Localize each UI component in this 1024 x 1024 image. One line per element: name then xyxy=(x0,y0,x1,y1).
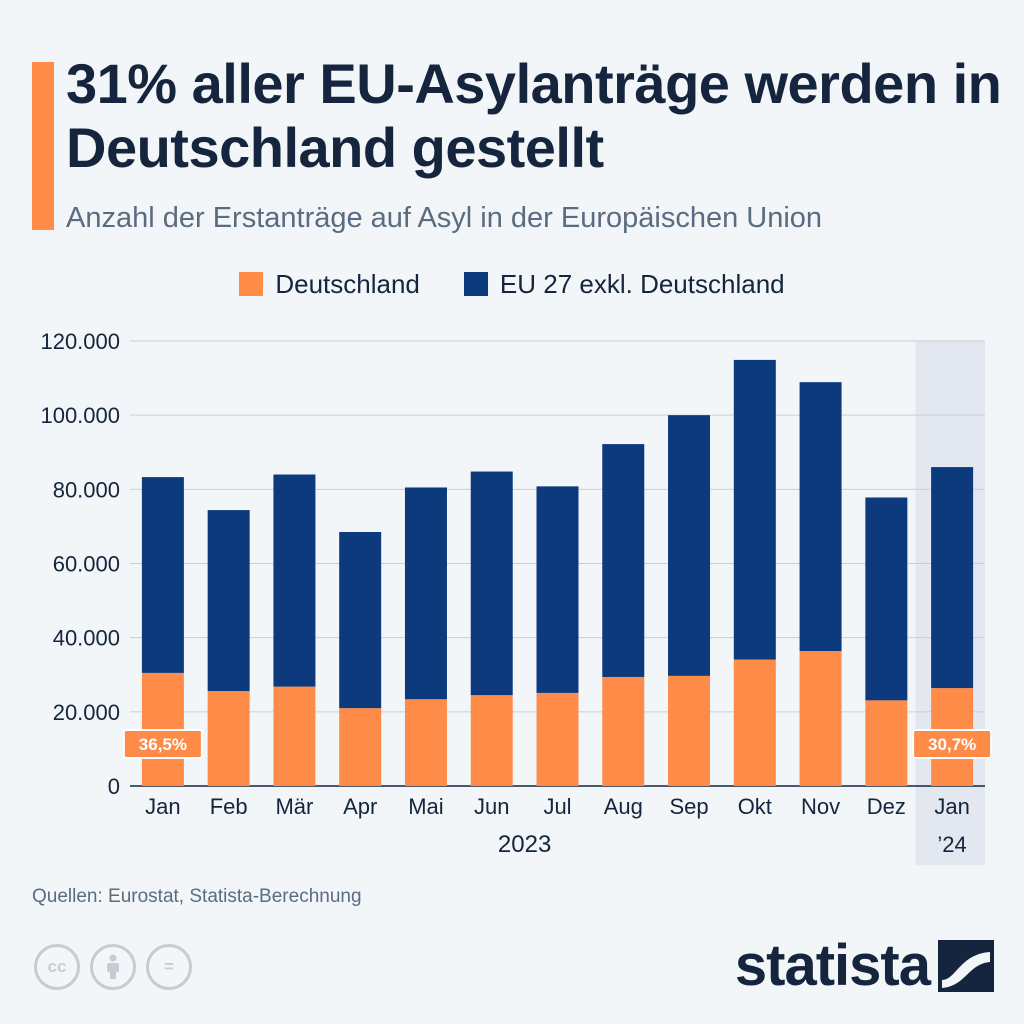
x-tick-label: Okt xyxy=(738,794,772,819)
legend-label-germany: Deutschland xyxy=(275,269,420,299)
no-derivatives-icon: = xyxy=(146,944,192,990)
attribution-icon xyxy=(90,944,136,990)
license-icons: cc = xyxy=(34,944,192,990)
bar-segment-eu xyxy=(865,497,908,701)
x-tick-label: Jul xyxy=(543,794,571,819)
y-tick-label: 40.000 xyxy=(53,626,120,651)
bar-segment-germany xyxy=(470,695,513,786)
cc-icon: cc xyxy=(34,944,80,990)
x-tick-sublabel: ’24 xyxy=(937,832,966,857)
bar-segment-germany xyxy=(536,692,579,786)
bar-segment-eu xyxy=(536,486,579,693)
share-annotation-label: 36,5% xyxy=(139,735,187,754)
legend: Deutschland EU 27 exkl. Deutschland xyxy=(0,264,1024,304)
y-tick-label: 60.000 xyxy=(53,552,120,577)
x-tick-label: Mai xyxy=(408,794,443,819)
y-tick-label: 120.000 xyxy=(40,329,120,354)
share-annotation-badge xyxy=(912,729,993,759)
bar-segment-eu xyxy=(602,444,645,677)
x-tick-label: Jun xyxy=(474,794,509,819)
x-tick-label: Feb xyxy=(210,794,248,819)
y-tick-label: 100.000 xyxy=(40,403,120,428)
bar-segment-eu xyxy=(470,471,513,696)
bar-segment-germany xyxy=(865,700,908,786)
bar-segment-eu xyxy=(273,474,316,687)
bar-segment-eu xyxy=(207,510,250,692)
share-annotation-badge xyxy=(122,729,203,759)
statista-mark-icon xyxy=(938,940,994,992)
bar-segment-germany xyxy=(207,691,250,786)
x-tick-label: Sep xyxy=(669,794,708,819)
bar-segment-eu xyxy=(799,382,842,652)
legend-item-germany: Deutschland xyxy=(239,264,420,304)
bar-segment-germany xyxy=(799,651,842,786)
chart-title: 31% aller EU-Asylanträge werden in Deuts… xyxy=(66,52,1002,179)
bar-segment-eu xyxy=(141,477,184,673)
y-tick-label: 0 xyxy=(108,774,120,799)
bar-segment-germany xyxy=(668,675,711,786)
legend-label-eu: EU 27 exkl. Deutschland xyxy=(499,269,785,299)
x-tick-label: Jan xyxy=(145,794,180,819)
title-accent-bar xyxy=(32,62,54,230)
x-tick-label: Nov xyxy=(801,794,840,819)
bar-segment-eu xyxy=(668,415,711,676)
y-tick-label: 20.000 xyxy=(53,700,120,725)
statista-logo: statista xyxy=(735,936,994,996)
legend-swatch-eu xyxy=(463,272,488,296)
bar-segment-germany xyxy=(602,676,645,786)
bar-segment-germany xyxy=(273,686,316,786)
bar-segment-eu xyxy=(733,359,776,660)
brand-wordmark: statista xyxy=(734,933,931,998)
bar-segment-eu xyxy=(339,531,382,709)
x-tick-label: Jan xyxy=(934,794,969,819)
source-note: Quellen: Eurostat, Statista-Berechnung xyxy=(32,886,362,907)
stacked-bar-chart: 0 20.000 40.000 60.000 80.000 100.000 120.000 J… xyxy=(40,329,993,865)
bar-segment-eu xyxy=(404,487,447,700)
chart-subtitle: Anzahl der Erstanträge auf Asyl in der E… xyxy=(66,202,823,234)
bar-segment-germany xyxy=(733,659,776,786)
bar-segment-germany xyxy=(339,708,382,786)
y-tick-label: 80.000 xyxy=(53,477,120,502)
share-annotation-label: 30,7% xyxy=(928,735,976,754)
legend-item-eu: EU 27 exkl. Deutschland xyxy=(463,264,785,304)
x-tick-label: Aug xyxy=(604,794,643,819)
x-tick-label: Apr xyxy=(343,794,377,819)
legend-swatch-germany xyxy=(239,272,264,296)
bar-segment-eu xyxy=(931,467,974,689)
year-group-label: 2023 xyxy=(498,831,551,858)
x-tick-label: Dez xyxy=(867,794,906,819)
x-tick-label: Mär xyxy=(275,794,313,819)
bar-segment-germany xyxy=(404,699,447,786)
